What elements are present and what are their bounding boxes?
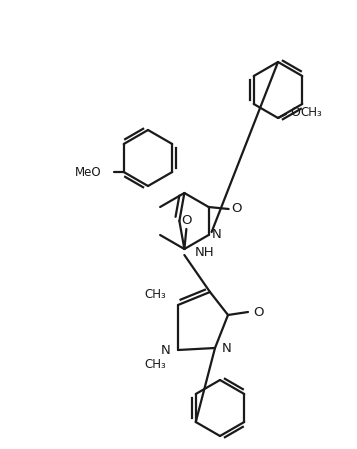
Text: N: N [222, 343, 232, 356]
Text: CH₃: CH₃ [300, 106, 322, 119]
Text: CH₃: CH₃ [144, 289, 166, 301]
Text: CH₃: CH₃ [144, 357, 166, 370]
Text: O: O [290, 106, 300, 119]
Text: NH: NH [194, 247, 214, 260]
Text: O: O [231, 202, 242, 216]
Text: N: N [212, 229, 221, 242]
Text: O: O [181, 215, 192, 228]
Text: MeO: MeO [75, 166, 102, 179]
Text: N: N [161, 344, 171, 357]
Text: O: O [253, 305, 263, 318]
